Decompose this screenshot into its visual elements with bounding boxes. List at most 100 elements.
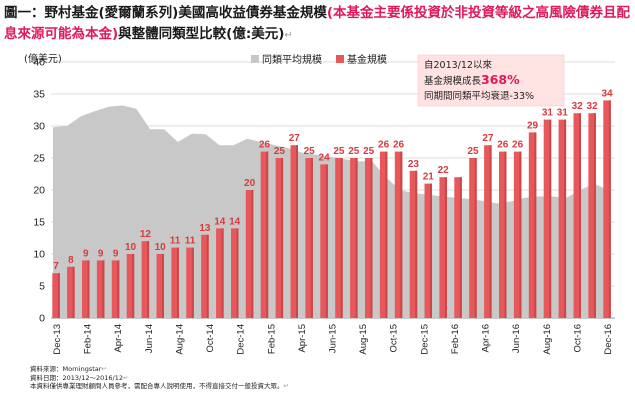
title-highlight: (本基金主要係投資於非投資等級之高風險債券且配息來源可能為本金) xyxy=(4,5,631,42)
bar-shade xyxy=(236,228,239,318)
bar-fund-size xyxy=(186,247,194,318)
bar-data-label: 14 xyxy=(229,216,241,227)
annotation-line1: 自2013/12以來 xyxy=(424,59,492,71)
bar-data-label: 25 xyxy=(274,146,286,157)
bar-fund-size xyxy=(275,158,284,318)
title-return-mark: ↵ xyxy=(284,30,293,41)
bar-shade xyxy=(415,170,418,318)
bar-data-label: 10 xyxy=(155,242,167,253)
bar-data-label: 23 xyxy=(408,159,420,170)
bar-data-label: 25 xyxy=(333,146,345,157)
bar-data-label: 26 xyxy=(512,140,524,151)
bar-fund-size xyxy=(231,228,239,318)
bar-data-label: 26 xyxy=(378,140,390,151)
legend-label-peer-average: 同類平均規模 xyxy=(262,54,322,66)
bar-fund-size xyxy=(394,151,403,318)
x-tick-label: Feb-15 xyxy=(266,324,277,354)
x-tick-label: Feb-14 xyxy=(83,324,94,354)
bar-fund-size xyxy=(320,164,328,318)
bar-fund-size xyxy=(365,158,373,318)
area-series-peer-average xyxy=(53,105,608,318)
bar-shade xyxy=(370,158,373,318)
bar-fund-size xyxy=(439,177,447,318)
bar-fund-size xyxy=(245,190,254,318)
bar-fund-size xyxy=(588,113,596,318)
bar-fund-size xyxy=(290,145,298,318)
bar-fund-size xyxy=(350,158,358,318)
bar-data-label: 14 xyxy=(214,216,226,227)
bar-fund-size xyxy=(201,234,209,318)
bar-fund-size xyxy=(335,158,343,318)
bar-fund-size xyxy=(603,100,611,319)
bar-shade xyxy=(534,132,537,318)
bar-data-label: 11 xyxy=(170,236,181,247)
bar-data-label: 27 xyxy=(289,133,301,144)
x-tick-label: Aug-16 xyxy=(542,324,553,355)
bar-fund-size xyxy=(156,254,164,318)
bar-data-label: 22 xyxy=(438,165,450,176)
bar-data-label: 13 xyxy=(199,223,211,234)
bar-shade xyxy=(87,260,90,318)
x-tick-label: Apr-15 xyxy=(297,324,308,353)
title-prefix: 圖一：野村基金(愛爾蘭系列)美國高收益債券基金規模 xyxy=(4,5,327,21)
bar-shade xyxy=(251,190,254,318)
bar-shade xyxy=(191,247,194,318)
footer-return-mark-1: ↵ xyxy=(101,365,107,373)
bar-shade xyxy=(444,177,447,318)
x-tick-label: Dec-15 xyxy=(419,324,430,355)
bar-data-label: 8 xyxy=(68,255,74,266)
bar-data-label: 25 xyxy=(304,146,316,157)
bar-shade xyxy=(385,151,388,318)
bar-shade xyxy=(593,113,596,318)
bar-data-label: 25 xyxy=(363,146,375,157)
y-tick-label: 0 xyxy=(39,313,45,325)
bar-fund-size xyxy=(573,113,581,318)
footer-disclaimer: 本資料僅供專業理財顧問人員參考，需配合專人說明使用，不得直接交付一般投資大眾。 xyxy=(30,382,284,391)
annotation-line3: 同期間同類平均衰退-33% xyxy=(424,90,534,102)
x-tick-label: Jun-14 xyxy=(144,324,155,353)
chart-footer: 資料來源：Morningstar↵ 資料日期：2013/12～2016/12↵ … xyxy=(30,365,289,391)
bar-shade xyxy=(489,145,492,318)
bar-shade xyxy=(266,151,269,318)
y-tick-label: 40 xyxy=(33,57,45,69)
bar-shade xyxy=(102,260,105,318)
bar-fund-size xyxy=(141,241,150,318)
x-tick-label: Oct-15 xyxy=(389,324,400,353)
bar-fund-size xyxy=(469,158,477,318)
bar-fund-size xyxy=(96,260,105,318)
bar-fund-size xyxy=(528,132,537,318)
annotation-box xyxy=(417,54,565,107)
bar-shade xyxy=(296,145,298,318)
bar-fund-size xyxy=(558,119,567,318)
bar-fund-size xyxy=(67,266,75,318)
bar-shade xyxy=(564,119,567,318)
y-tick-label: 30 xyxy=(33,121,45,133)
x-tick-label: Dec-13 xyxy=(52,324,63,355)
bar-shade xyxy=(474,158,477,318)
bar-shade xyxy=(325,164,328,318)
bar-fund-size xyxy=(126,254,135,318)
bar-shade xyxy=(72,266,75,318)
y-axis-label: (億美元) xyxy=(24,52,62,65)
bar-data-label: 31 xyxy=(557,108,569,119)
x-tick-label: Apr-16 xyxy=(481,324,492,353)
bar-data-label: 12 xyxy=(140,229,152,240)
bar-shade xyxy=(281,158,284,318)
bar-shade xyxy=(310,158,313,318)
bar-data-label: 20 xyxy=(244,178,256,189)
bar-data-label: 10 xyxy=(125,242,137,253)
x-tick-label: Oct-14 xyxy=(205,324,216,353)
bar-data-label: 32 xyxy=(587,101,599,112)
bar-fund-size xyxy=(543,119,552,318)
bar-shade xyxy=(57,273,60,318)
x-tick-label: Feb-16 xyxy=(450,324,461,354)
bar-data-label: 26 xyxy=(497,140,509,151)
title-suffix: 與整體同類型比較(億:美元) xyxy=(118,26,285,42)
bar-shade xyxy=(221,228,224,318)
bar-fund-size xyxy=(111,260,120,318)
x-tick-label: Dec-16 xyxy=(603,324,614,355)
bar-fund-size xyxy=(171,247,179,318)
footer-source: 資料來源：Morningstar xyxy=(30,365,102,373)
bar-shade xyxy=(400,151,403,318)
